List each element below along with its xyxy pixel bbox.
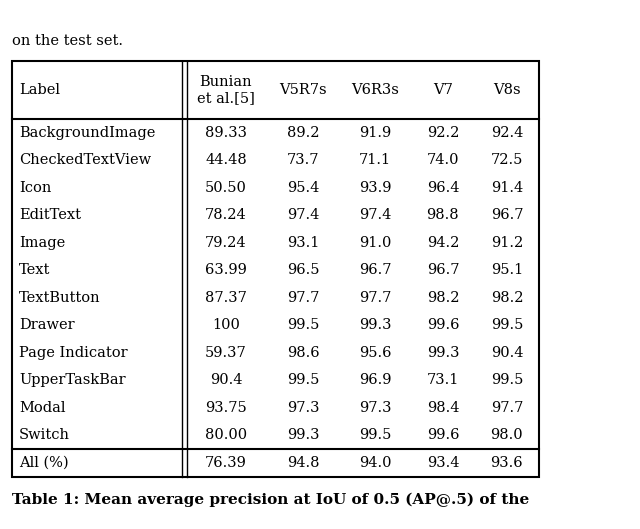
Text: 100: 100 bbox=[212, 318, 240, 332]
Text: 96.5: 96.5 bbox=[287, 263, 319, 277]
Text: 87.37: 87.37 bbox=[205, 291, 247, 305]
Text: V7: V7 bbox=[433, 83, 453, 97]
Text: V5R7s: V5R7s bbox=[280, 83, 327, 97]
Text: 96.7: 96.7 bbox=[359, 263, 391, 277]
Text: EditText: EditText bbox=[19, 208, 81, 222]
Text: 91.9: 91.9 bbox=[359, 126, 391, 140]
Text: 98.0: 98.0 bbox=[491, 428, 523, 442]
Text: 63.99: 63.99 bbox=[205, 263, 247, 277]
Text: 73.7: 73.7 bbox=[287, 153, 319, 167]
Text: 91.0: 91.0 bbox=[359, 236, 391, 250]
Text: 44.48: 44.48 bbox=[205, 153, 247, 167]
Text: 90.4: 90.4 bbox=[210, 373, 242, 387]
Text: 71.1: 71.1 bbox=[359, 153, 391, 167]
Text: 73.1: 73.1 bbox=[427, 373, 459, 387]
Text: 72.5: 72.5 bbox=[491, 153, 523, 167]
Text: 98.8: 98.8 bbox=[427, 208, 459, 222]
Text: CheckedTextView: CheckedTextView bbox=[19, 153, 151, 167]
Text: 94.8: 94.8 bbox=[287, 456, 319, 470]
Text: 97.7: 97.7 bbox=[491, 401, 523, 415]
Text: 50.50: 50.50 bbox=[205, 181, 247, 195]
Text: UpperTaskBar: UpperTaskBar bbox=[19, 373, 126, 387]
Text: Drawer: Drawer bbox=[19, 318, 75, 332]
Text: 96.4: 96.4 bbox=[427, 181, 459, 195]
Text: All (%): All (%) bbox=[19, 456, 69, 470]
Text: 98.6: 98.6 bbox=[287, 346, 319, 360]
Text: 96.7: 96.7 bbox=[491, 208, 523, 222]
Text: 94.0: 94.0 bbox=[359, 456, 391, 470]
Text: 93.6: 93.6 bbox=[491, 456, 523, 470]
Text: 93.9: 93.9 bbox=[359, 181, 391, 195]
Text: 97.7: 97.7 bbox=[359, 291, 391, 305]
Text: 99.3: 99.3 bbox=[427, 346, 459, 360]
Text: 79.24: 79.24 bbox=[205, 236, 247, 250]
Text: 89.2: 89.2 bbox=[287, 126, 319, 140]
Text: 98.2: 98.2 bbox=[491, 291, 523, 305]
Text: 97.4: 97.4 bbox=[359, 208, 391, 222]
Text: TextButton: TextButton bbox=[19, 291, 101, 305]
Text: Label: Label bbox=[19, 83, 60, 97]
Text: 93.1: 93.1 bbox=[287, 236, 319, 250]
Text: Page Indicator: Page Indicator bbox=[19, 346, 128, 360]
Text: Table 1: Mean average precision at IoU of 0.5 (AP@.5) of the: Table 1: Mean average precision at IoU o… bbox=[12, 492, 529, 507]
Text: 80.00: 80.00 bbox=[205, 428, 247, 442]
Text: 98.2: 98.2 bbox=[427, 291, 459, 305]
Text: 92.2: 92.2 bbox=[427, 126, 459, 140]
Text: 99.5: 99.5 bbox=[287, 318, 319, 332]
Text: 95.4: 95.4 bbox=[287, 181, 319, 195]
Text: 94.2: 94.2 bbox=[427, 236, 459, 250]
Text: 91.2: 91.2 bbox=[491, 236, 523, 250]
Text: 99.6: 99.6 bbox=[427, 428, 459, 442]
Text: Icon: Icon bbox=[19, 181, 52, 195]
Text: 99.5: 99.5 bbox=[359, 428, 391, 442]
Text: Bunian
et al.[5]: Bunian et al.[5] bbox=[197, 75, 255, 105]
Text: 99.5: 99.5 bbox=[491, 373, 523, 387]
Text: 95.6: 95.6 bbox=[359, 346, 391, 360]
Text: Modal: Modal bbox=[19, 401, 66, 415]
Text: 97.3: 97.3 bbox=[359, 401, 391, 415]
Text: Text: Text bbox=[19, 263, 51, 277]
Text: 74.0: 74.0 bbox=[427, 153, 459, 167]
Text: 99.3: 99.3 bbox=[359, 318, 391, 332]
Text: 92.4: 92.4 bbox=[491, 126, 523, 140]
Text: 99.6: 99.6 bbox=[427, 318, 459, 332]
Text: Image: Image bbox=[19, 236, 65, 250]
Text: 89.33: 89.33 bbox=[205, 126, 247, 140]
Text: 96.9: 96.9 bbox=[359, 373, 391, 387]
Text: 78.24: 78.24 bbox=[205, 208, 247, 222]
Text: Switch: Switch bbox=[19, 428, 70, 442]
Text: 98.4: 98.4 bbox=[427, 401, 459, 415]
Text: 95.1: 95.1 bbox=[491, 263, 523, 277]
Text: V8s: V8s bbox=[493, 83, 521, 97]
Text: 76.39: 76.39 bbox=[205, 456, 247, 470]
Text: 96.7: 96.7 bbox=[427, 263, 459, 277]
Text: 97.7: 97.7 bbox=[287, 291, 319, 305]
Text: 93.4: 93.4 bbox=[427, 456, 459, 470]
Text: 97.4: 97.4 bbox=[287, 208, 319, 222]
Text: BackgroundImage: BackgroundImage bbox=[19, 126, 156, 140]
Text: 99.5: 99.5 bbox=[491, 318, 523, 332]
Text: 97.3: 97.3 bbox=[287, 401, 319, 415]
Text: 93.75: 93.75 bbox=[205, 401, 247, 415]
Text: 59.37: 59.37 bbox=[205, 346, 247, 360]
Text: 99.3: 99.3 bbox=[287, 428, 319, 442]
Text: on the test set.: on the test set. bbox=[12, 34, 122, 48]
Text: 90.4: 90.4 bbox=[491, 346, 523, 360]
Text: V6R3s: V6R3s bbox=[351, 83, 399, 97]
Text: 99.5: 99.5 bbox=[287, 373, 319, 387]
Text: 91.4: 91.4 bbox=[491, 181, 523, 195]
Bar bbox=[12, 61, 539, 477]
